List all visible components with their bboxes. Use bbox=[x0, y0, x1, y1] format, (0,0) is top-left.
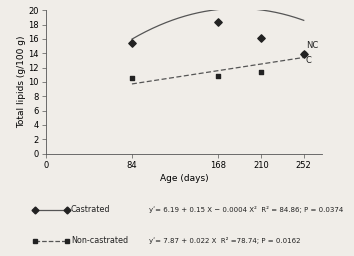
Point bbox=[301, 52, 307, 56]
Point bbox=[215, 74, 221, 78]
Point bbox=[258, 36, 264, 40]
Point bbox=[129, 76, 135, 80]
Text: C: C bbox=[306, 56, 312, 65]
Y-axis label: Total lipids (g/100 g): Total lipids (g/100 g) bbox=[17, 36, 26, 128]
X-axis label: Age (days): Age (days) bbox=[160, 174, 209, 183]
Point bbox=[301, 52, 307, 56]
Text: Castrated: Castrated bbox=[71, 205, 110, 215]
Point bbox=[129, 41, 135, 45]
Point bbox=[258, 70, 264, 74]
Text: Non-castrated: Non-castrated bbox=[71, 236, 128, 245]
Point bbox=[215, 20, 221, 24]
Text: yʹ= 6.19 + 0.15 X − 0.0004 X²  R² = 84.86; P = 0.0374: yʹ= 6.19 + 0.15 X − 0.0004 X² R² = 84.86… bbox=[149, 206, 343, 214]
Text: yʹ= 7.87 + 0.022 X  R² =78.74; P = 0.0162: yʹ= 7.87 + 0.022 X R² =78.74; P = 0.0162 bbox=[149, 237, 300, 244]
Text: NC: NC bbox=[306, 41, 318, 50]
